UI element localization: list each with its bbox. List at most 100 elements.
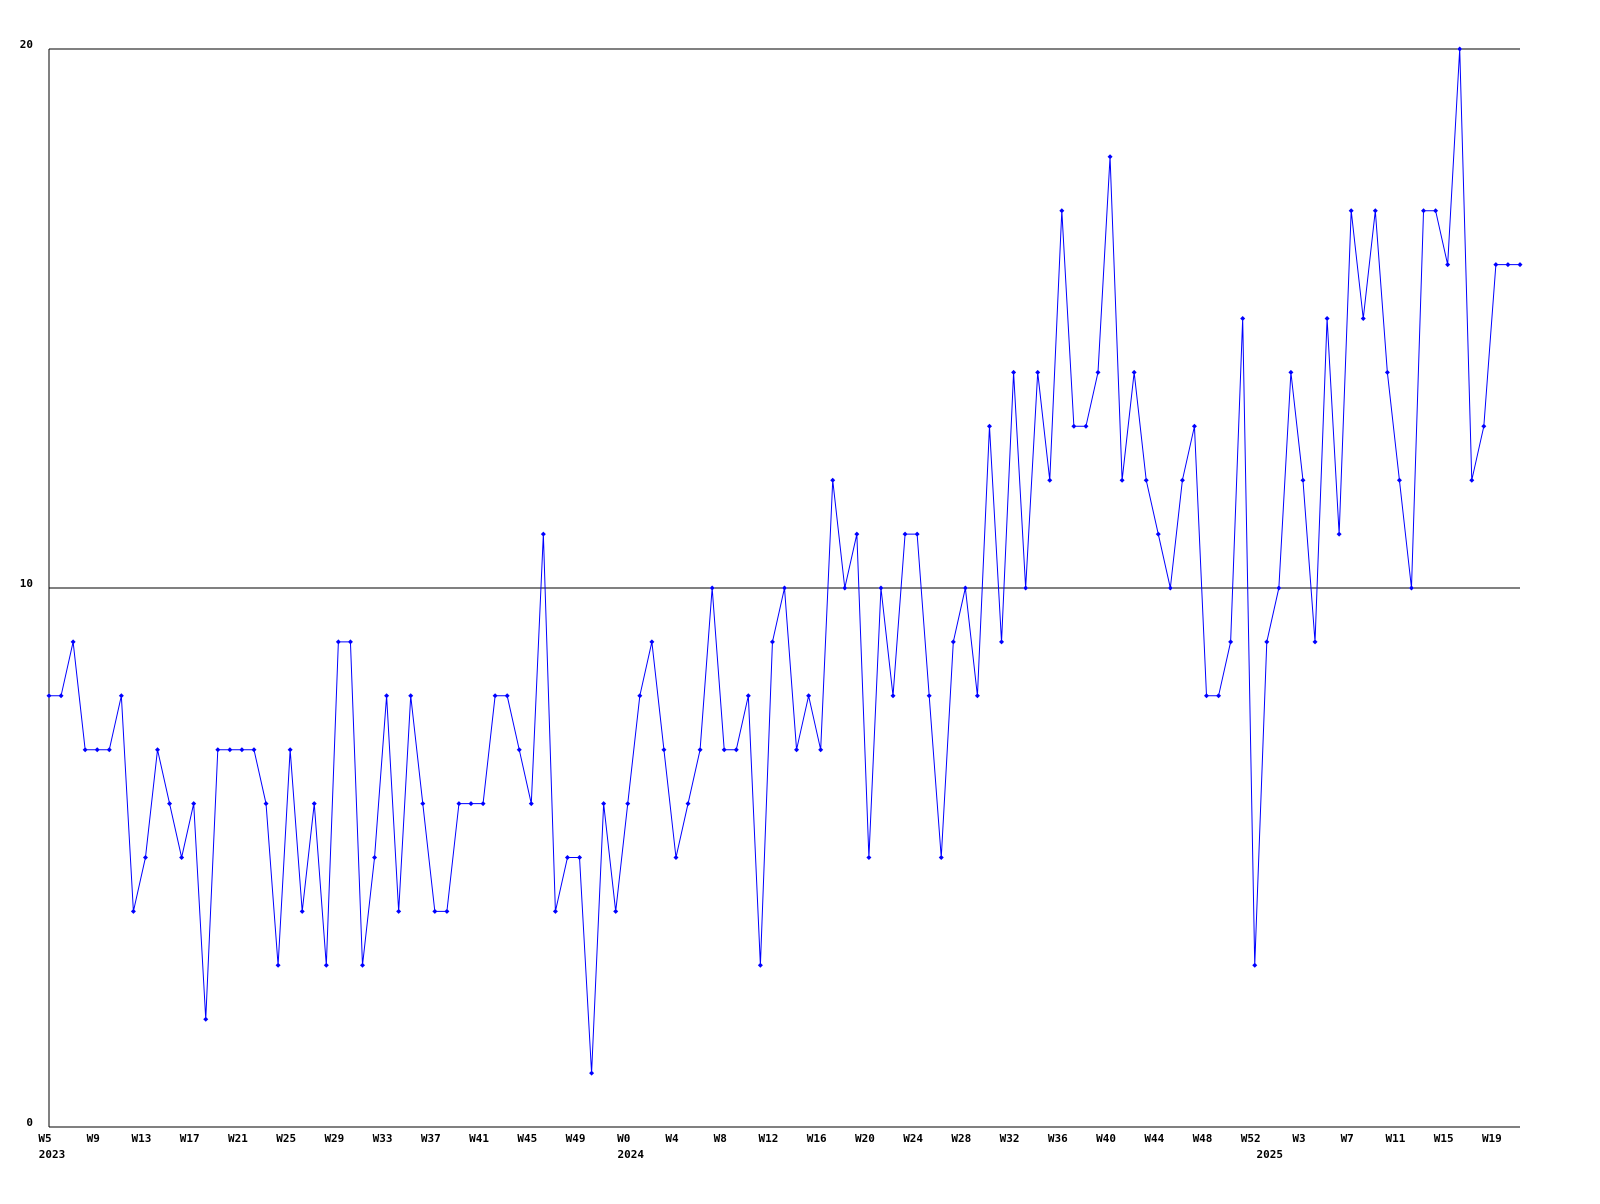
x-tick-label: W33: [373, 1132, 393, 1145]
data-point: [1372, 208, 1378, 214]
data-point: [1119, 477, 1125, 483]
x-tick-label: W41: [469, 1132, 489, 1145]
data-point: [733, 747, 739, 753]
data-point: [82, 747, 88, 753]
data-point: [1421, 208, 1427, 214]
data-point: [432, 908, 438, 914]
data-point: [1457, 46, 1463, 52]
data-point: [372, 855, 378, 860]
data-point: [1083, 423, 1089, 429]
year-label: 2025: [1257, 1148, 1284, 1161]
data-point: [444, 908, 450, 914]
data-point: [203, 1016, 209, 1022]
data-point: [1204, 693, 1210, 699]
data-point: [58, 693, 64, 699]
data-point: [396, 908, 402, 914]
data-point: [504, 693, 510, 699]
x-tick-label: W21: [228, 1132, 248, 1145]
x-tick-label: W4: [665, 1132, 679, 1145]
year-label: 2024: [618, 1148, 645, 1161]
x-tick-label: W15: [1434, 1132, 1454, 1145]
data-point: [299, 908, 305, 914]
data-point: [118, 693, 124, 699]
data-point: [1481, 423, 1487, 429]
data-point: [697, 747, 703, 753]
x-tick-label: W0: [617, 1132, 630, 1145]
data-point: [130, 908, 136, 914]
data-point: [46, 693, 52, 699]
data-point: [408, 693, 414, 699]
x-tick-label: W37: [421, 1132, 441, 1145]
data-point: [1071, 423, 1077, 429]
data-point: [1324, 316, 1330, 321]
data-point: [420, 801, 426, 807]
data-point: [1336, 531, 1342, 537]
data-point: [275, 962, 281, 968]
x-tick-label: W9: [87, 1132, 100, 1145]
data-point: [1143, 477, 1149, 483]
data-point: [384, 693, 390, 699]
data-point: [926, 693, 932, 699]
data-point: [167, 801, 173, 807]
x-tick-label: W5: [38, 1132, 51, 1145]
data-point: [818, 747, 824, 753]
data-point: [1408, 585, 1414, 591]
data-point: [1179, 477, 1185, 483]
data-point: [1276, 585, 1282, 591]
data-point: [1228, 639, 1234, 645]
data-point: [1059, 208, 1065, 214]
x-tick-label: W49: [566, 1132, 586, 1145]
x-tick-label: W40: [1096, 1132, 1116, 1145]
data-point: [842, 585, 848, 591]
data-point: [1240, 316, 1246, 321]
x-tick-label: W48: [1193, 1132, 1213, 1145]
data-point: [1384, 369, 1390, 375]
x-tick-label: W12: [759, 1132, 779, 1145]
data-point: [577, 855, 583, 860]
data-point: [179, 855, 185, 860]
data-point: [1505, 262, 1511, 268]
data-point: [806, 693, 812, 699]
data-point: [251, 747, 257, 753]
data-point: [757, 962, 763, 968]
data-point: [552, 908, 558, 914]
data-point: [673, 855, 679, 860]
data-point: [721, 747, 727, 753]
x-tick-label: W52: [1241, 1132, 1261, 1145]
data-point: [1300, 477, 1306, 483]
data-point: [902, 531, 908, 537]
data-point: [1252, 962, 1258, 968]
x-tick-label: W7: [1341, 1132, 1354, 1145]
data-point: [830, 477, 836, 483]
data-point: [1011, 369, 1017, 375]
data-point: [782, 585, 787, 591]
data-point: [239, 747, 245, 753]
data-point: [769, 639, 775, 645]
x-tick-label: W25: [276, 1132, 296, 1145]
data-point: [468, 801, 474, 807]
data-point: [1167, 585, 1173, 591]
x-tick-label: W13: [132, 1132, 152, 1145]
data-point: [637, 693, 643, 699]
data-point: [1131, 369, 1137, 375]
data-point: [142, 855, 148, 860]
y-tick-label: 20: [20, 38, 33, 51]
data-point: [155, 747, 161, 753]
data-point: [661, 747, 667, 753]
data-point: [1288, 369, 1294, 375]
data-point: [480, 801, 486, 807]
data-point: [866, 855, 872, 860]
data-point: [1445, 262, 1451, 268]
data-point: [1469, 477, 1475, 483]
year-label: 2023: [39, 1148, 66, 1161]
x-tick-label: W29: [324, 1132, 344, 1145]
data-point: [287, 747, 293, 753]
data-point: [359, 962, 365, 968]
data-point: [950, 639, 956, 645]
data-point: [1047, 477, 1053, 483]
data-point: [227, 747, 233, 753]
data-point: [986, 423, 992, 429]
x-tick-label: W8: [714, 1132, 727, 1145]
data-point: [263, 801, 269, 807]
